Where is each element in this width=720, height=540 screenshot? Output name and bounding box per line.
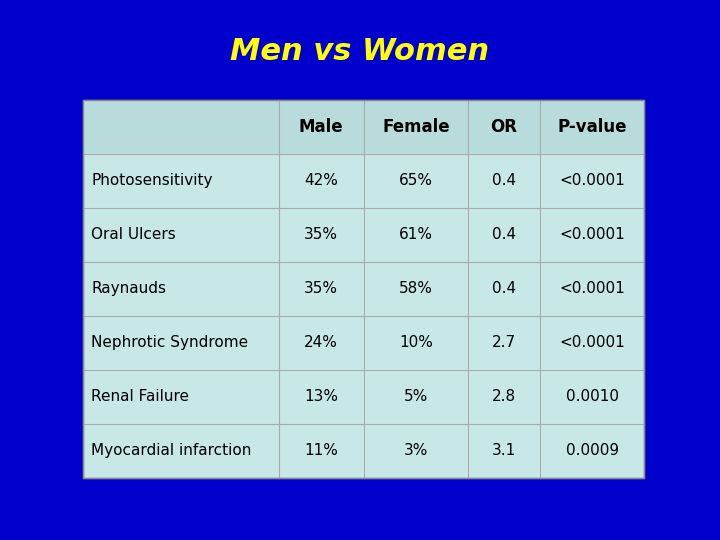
Text: <0.0001: <0.0001: [559, 173, 625, 188]
Text: 0.4: 0.4: [492, 173, 516, 188]
Text: Raynauds: Raynauds: [91, 281, 166, 296]
FancyBboxPatch shape: [83, 100, 644, 478]
Text: 24%: 24%: [305, 335, 338, 350]
Text: Photosensitivity: Photosensitivity: [91, 173, 213, 188]
Text: <0.0001: <0.0001: [559, 227, 625, 242]
Text: 35%: 35%: [304, 281, 338, 296]
Text: 2.8: 2.8: [492, 389, 516, 404]
Text: Nephrotic Syndrome: Nephrotic Syndrome: [91, 335, 248, 350]
Text: 13%: 13%: [304, 389, 338, 404]
Text: 0.4: 0.4: [492, 227, 516, 242]
Text: 0.0010: 0.0010: [566, 389, 618, 404]
Text: 10%: 10%: [399, 335, 433, 350]
Text: 61%: 61%: [399, 227, 433, 242]
Text: 35%: 35%: [304, 227, 338, 242]
Text: <0.0001: <0.0001: [559, 281, 625, 296]
Text: OR: OR: [490, 118, 518, 136]
Text: Female: Female: [382, 118, 450, 136]
Text: 3.1: 3.1: [492, 443, 516, 458]
Text: Myocardial infarction: Myocardial infarction: [91, 443, 252, 458]
FancyBboxPatch shape: [83, 100, 644, 154]
Text: 65%: 65%: [399, 173, 433, 188]
Text: 11%: 11%: [305, 443, 338, 458]
Text: 58%: 58%: [399, 281, 433, 296]
Text: 0.0009: 0.0009: [566, 443, 618, 458]
Text: Renal Failure: Renal Failure: [91, 389, 189, 404]
Text: 0.4: 0.4: [492, 281, 516, 296]
Text: 2.7: 2.7: [492, 335, 516, 350]
Text: Male: Male: [299, 118, 343, 136]
Text: Men vs Women: Men vs Women: [230, 37, 490, 66]
Text: 5%: 5%: [404, 389, 428, 404]
Text: 3%: 3%: [404, 443, 428, 458]
Text: <0.0001: <0.0001: [559, 335, 625, 350]
Text: 42%: 42%: [305, 173, 338, 188]
Text: P-value: P-value: [557, 118, 627, 136]
Text: Oral Ulcers: Oral Ulcers: [91, 227, 176, 242]
